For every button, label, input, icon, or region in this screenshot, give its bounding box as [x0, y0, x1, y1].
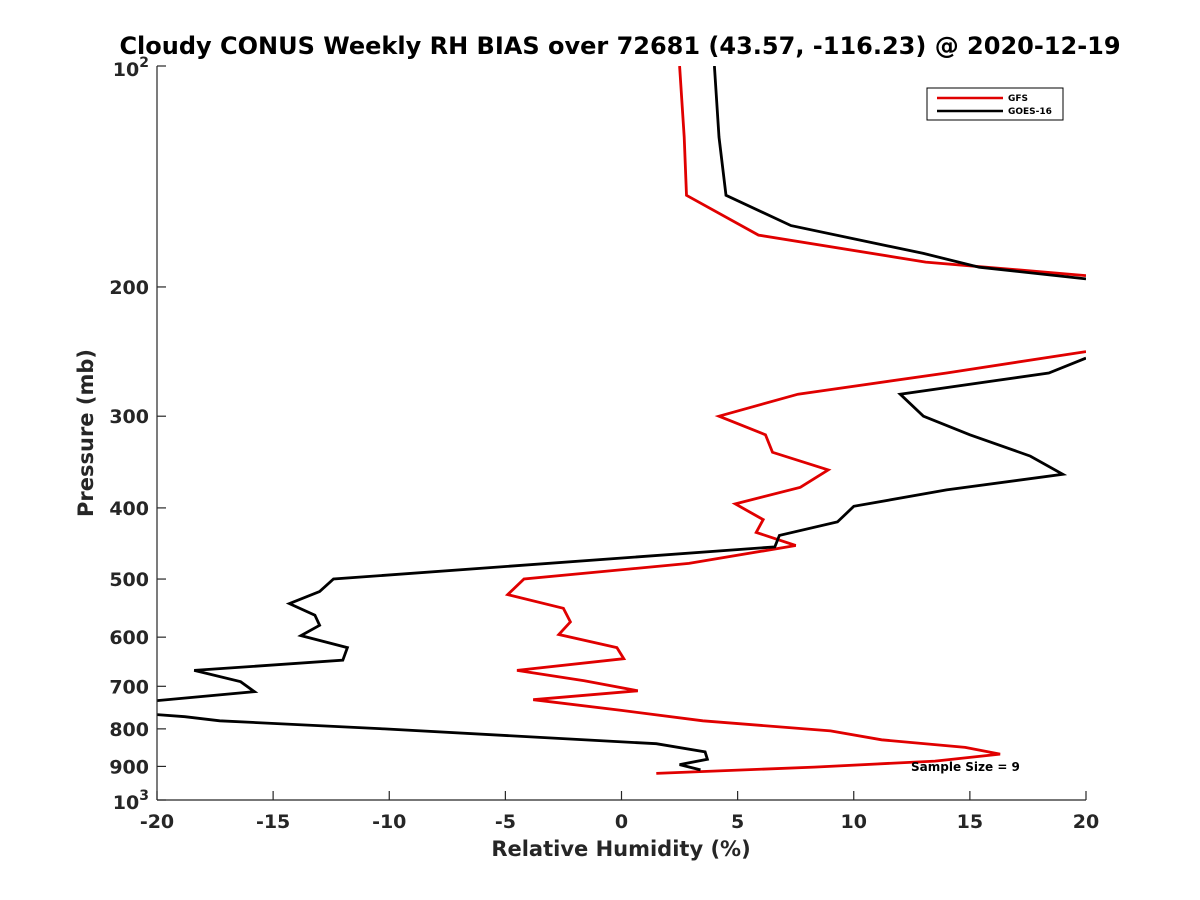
- series-line-goes-16-segment-1: [713, 66, 1086, 281]
- x-tick-label: -15: [256, 811, 290, 833]
- legend-label-goes16: GOES-16: [1008, 107, 1052, 117]
- x-tick-label: -20: [140, 811, 174, 833]
- legend-box: [926, 87, 1064, 121]
- y-tick-bottom-exp: 3: [139, 788, 149, 804]
- x-tick-label: 20: [1073, 811, 1099, 833]
- y-tick-label: 400: [109, 498, 149, 520]
- x-tick-label: -5: [495, 811, 516, 833]
- legend-label-gfs: GFS: [1008, 94, 1028, 104]
- y-tick-top-base: 10: [113, 59, 139, 81]
- y-tick-label: 900: [109, 756, 149, 778]
- y-axis-label: Pressure (mb): [74, 349, 98, 517]
- legend: GFS GOES-16: [926, 87, 1064, 121]
- y-tick-top-exp: 2: [139, 55, 149, 71]
- series-line-gfs-segment-1: [678, 66, 1086, 277]
- chart-title: Cloudy CONUS Weekly RH BIAS over 72681 (…: [119, 32, 1120, 60]
- series-layer: [157, 66, 1086, 775]
- sample-size-annotation: Sample Size = 9: [911, 760, 1020, 774]
- x-axis-label: Relative Humidity (%): [491, 837, 750, 861]
- series-line-goes-16-segment-2: [157, 356, 1086, 702]
- x-tick-label: 5: [731, 811, 744, 833]
- x-tick-label: 15: [957, 811, 983, 833]
- x-tick-label: 10: [841, 811, 867, 833]
- plot-area: [157, 66, 1086, 800]
- y-tick-bottom-base: 10: [113, 792, 139, 814]
- y-tick-label: 700: [109, 676, 149, 698]
- y-tick-bottom-label: 103: [113, 788, 149, 814]
- y-tick-label: 300: [109, 406, 149, 428]
- y-tick-top-label: 102: [113, 55, 149, 81]
- y-tick-label: 200: [109, 277, 149, 299]
- series-line-gfs-segment-2: [504, 350, 1086, 775]
- x-tick-label: -10: [372, 811, 406, 833]
- x-ticks: -20 -15 -10 -5 0 5 10 15 20: [140, 791, 1099, 833]
- series-line-goes-16-segment-3: [157, 713, 710, 772]
- x-tick-label: 0: [615, 811, 628, 833]
- y-ticks: 200 300 400 500 600 700 800 900: [109, 65, 166, 801]
- y-tick-label: 800: [109, 719, 149, 741]
- y-tick-label: 600: [109, 627, 149, 649]
- y-tick-label: 500: [109, 569, 149, 591]
